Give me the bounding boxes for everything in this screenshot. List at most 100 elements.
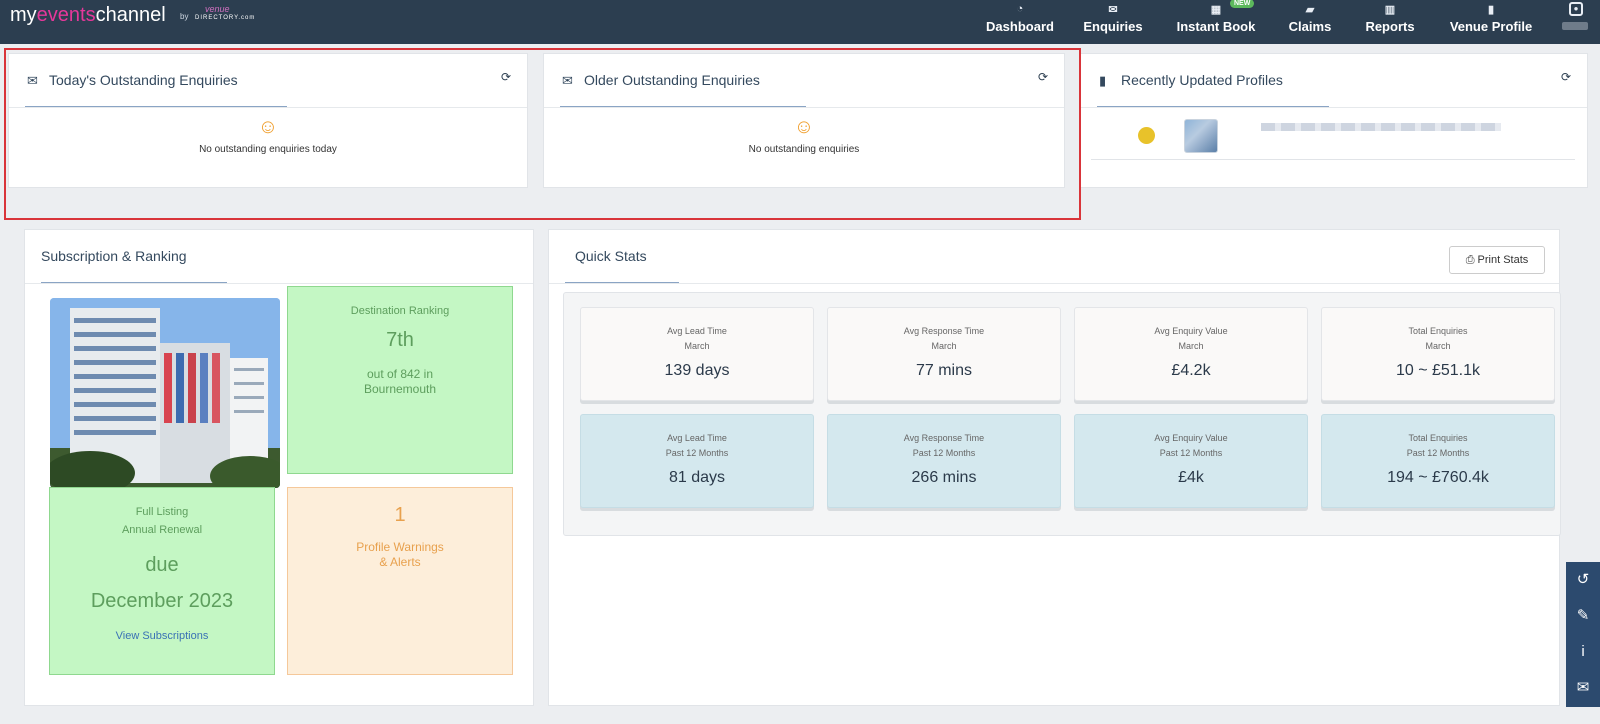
- stat-value: 77 mins: [915, 362, 973, 379]
- stat-period: March: [684, 341, 710, 351]
- nav-instant-book[interactable]: ▦ Instant Book NEW: [1170, 0, 1262, 44]
- side-action-bar: ↺ ✎ i ✉: [1566, 562, 1600, 707]
- nav-label: Venue Profile: [1449, 19, 1533, 34]
- empty-message: No outstanding enquiries: [748, 144, 860, 155]
- stat-label: Avg Response Time: [903, 433, 985, 443]
- avatar: [1562, 22, 1588, 30]
- stat-tile: Avg Response Time Past 12 Months 266 min…: [827, 414, 1061, 508]
- card-title: ✉ Today's Outstanding Enquiries: [27, 72, 238, 89]
- profile-warnings-tile[interactable]: 1 Profile Warnings & Alerts: [287, 487, 513, 675]
- nav-venue-profile[interactable]: ▮ Venue Profile: [1444, 0, 1538, 44]
- card-title: ✉ Older Outstanding Enquiries: [562, 72, 760, 89]
- brand-by-text: by: [180, 12, 189, 21]
- stat-period: March: [1178, 341, 1204, 351]
- stat-label: Total Enquiries: [1408, 433, 1468, 443]
- new-badge: NEW: [1230, 0, 1255, 8]
- stat-label: Avg Lead Time: [667, 433, 727, 443]
- listing-renewal: Annual Renewal: [121, 524, 203, 536]
- stat-value: 194 ~ £760.4k: [1387, 469, 1489, 486]
- history-icon[interactable]: ↺: [1576, 571, 1590, 588]
- building-icon: ▮: [1099, 73, 1107, 88]
- bar-chart-icon: ▥: [1384, 4, 1396, 16]
- stat-tile: Total Enquiries Past 12 Months 194 ~ £76…: [1321, 414, 1555, 508]
- divider: [9, 107, 527, 108]
- stat-period: March: [1425, 341, 1451, 351]
- divider: [544, 107, 1064, 108]
- title-underline: [1097, 106, 1329, 107]
- nav-label: Reports: [1365, 19, 1415, 34]
- stat-label: Avg Response Time: [903, 326, 985, 336]
- smiley-icon: ☺: [257, 116, 279, 138]
- brand-logo-part: channel: [95, 4, 166, 26]
- info-icon[interactable]: i: [1581, 643, 1585, 660]
- title-underline: [560, 106, 806, 107]
- nav-label: Claims: [1288, 19, 1332, 34]
- divider: [1091, 159, 1575, 160]
- nav-label: Instant Book: [1176, 19, 1256, 34]
- divider: [549, 283, 1559, 284]
- profile-name-blurred[interactable]: [1261, 123, 1501, 131]
- envelope-icon: ✉: [1108, 4, 1118, 16]
- todays-enquiries-card: ✉ Today's Outstanding Enquiries ⟳ ☺ No ou…: [8, 53, 528, 188]
- user-icon: ●: [1569, 2, 1583, 16]
- printer-icon: ⎙: [1465, 254, 1478, 266]
- stat-period: Past 12 Months: [665, 448, 729, 458]
- highlight-box: [4, 48, 1081, 220]
- nav-dashboard[interactable]: ◔ Dashboard: [980, 0, 1060, 44]
- venue-photo: [50, 298, 280, 488]
- ranking-heading: Destination Ranking: [350, 305, 450, 317]
- refresh-icon[interactable]: ⟳: [1037, 70, 1048, 84]
- brand-venue-text: venue: [205, 4, 230, 14]
- chat-icon[interactable]: ✎: [1576, 607, 1590, 624]
- title-underline: [565, 282, 679, 283]
- brand-logo[interactable]: myeventschannel: [10, 4, 166, 27]
- status-dot: [1138, 127, 1155, 144]
- ranking-value: 7th: [386, 329, 414, 351]
- title-underline: [41, 282, 227, 283]
- brand-logo-part: my: [10, 4, 37, 26]
- stat-period: March: [931, 341, 957, 351]
- nav-enquiries[interactable]: ✉ Enquiries: [1075, 0, 1151, 44]
- card-title: Subscription & Ranking: [41, 248, 187, 264]
- card-title-text: Older Outstanding Enquiries: [584, 72, 760, 88]
- ranking-detail: out of 842 in: [366, 367, 434, 381]
- refresh-icon[interactable]: ⟳: [500, 70, 511, 84]
- warnings-label: Profile Warnings: [356, 540, 444, 554]
- stat-value: 10 ~ £51.1k: [1395, 362, 1481, 379]
- nav-label: Enquiries: [1083, 19, 1143, 34]
- destination-ranking-tile[interactable]: Destination Ranking 7th out of 842 in Bo…: [287, 286, 513, 474]
- stat-tile: Avg Response Time March 77 mins: [827, 307, 1061, 401]
- user-account-menu[interactable]: ●: [1562, 2, 1590, 34]
- card-title-text: Recently Updated Profiles: [1121, 72, 1283, 88]
- listing-type: Full Listing: [135, 506, 189, 518]
- divider: [1081, 107, 1587, 108]
- stat-period: Past 12 Months: [1159, 448, 1223, 458]
- ranking-location: Bournemouth: [363, 382, 437, 396]
- divider: [25, 283, 533, 284]
- top-navbar: myeventschannel by venue DIRECTORY.com ◔…: [0, 0, 1600, 44]
- card-title-text: Today's Outstanding Enquiries: [49, 72, 238, 88]
- stat-tile: Avg Lead Time Past 12 Months 81 days: [580, 414, 814, 508]
- stat-tile: Total Enquiries March 10 ~ £51.1k: [1321, 307, 1555, 401]
- profile-thumbnail[interactable]: [1184, 119, 1218, 153]
- stat-label: Avg Lead Time: [667, 326, 727, 336]
- envelope-icon[interactable]: ✉: [1576, 679, 1590, 696]
- card-title: Quick Stats: [575, 248, 647, 264]
- stat-tile: Avg Enquiry Value March £4.2k: [1074, 307, 1308, 401]
- nav-reports[interactable]: ▥ Reports: [1362, 0, 1418, 44]
- refresh-icon[interactable]: ⟳: [1560, 70, 1571, 84]
- print-stats-button[interactable]: ⎙ Print Stats: [1449, 246, 1545, 274]
- listing-status: due: [145, 554, 179, 576]
- view-subscriptions-link[interactable]: View Subscriptions: [115, 630, 209, 642]
- nav-claims[interactable]: ▰ Claims: [1283, 0, 1337, 44]
- empty-message: No outstanding enquiries today: [199, 144, 337, 155]
- brand-directory-text: DIRECTORY.com: [195, 15, 256, 21]
- venue-photo-graphic: [50, 298, 280, 488]
- stats-grid: Avg Lead Time March 139 days Avg Respons…: [563, 292, 1561, 536]
- listing-date: December 2023: [90, 590, 234, 612]
- full-listing-tile: Full Listing Annual Renewal due December…: [49, 487, 275, 675]
- envelope-icon: ✉: [27, 73, 38, 88]
- stat-value: 139 days: [664, 362, 730, 379]
- book-icon: ▰: [1305, 4, 1315, 16]
- dashboard-icon: ◔: [1016, 3, 1024, 15]
